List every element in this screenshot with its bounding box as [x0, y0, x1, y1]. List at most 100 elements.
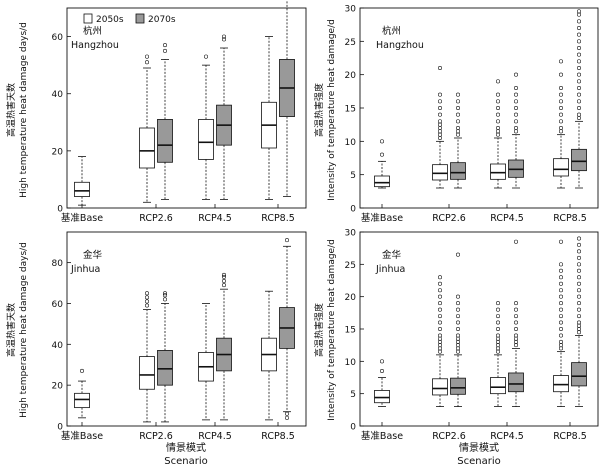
outlier-point — [455, 252, 460, 257]
y-tick-label: 20 — [52, 147, 64, 157]
place-label-cn: 金华 — [83, 249, 103, 261]
outlier-point — [163, 293, 168, 298]
box-iqr — [139, 127, 155, 169]
outlier-point — [145, 303, 150, 308]
outlier-point — [513, 92, 518, 97]
box-iqr — [374, 390, 390, 404]
outlier-point — [437, 99, 442, 104]
y-tick-label: 80 — [52, 259, 64, 269]
chart-panel-jinhua-days: 0 20 40 60 80 基准Base RCP2.6 RCP4.5 RCP8.5 高温热害天数 H… — [5, 231, 307, 442]
box-2070s — [157, 43, 173, 200]
box-2070s — [450, 92, 466, 189]
x-tick-label: 基准Base — [61, 212, 103, 224]
outlier-point — [145, 295, 150, 300]
place-label-en: Hangzhou — [71, 40, 119, 51]
box-2070s — [508, 239, 524, 408]
outlier-point — [513, 239, 518, 244]
box-2070s — [508, 72, 524, 189]
outlier-point — [558, 106, 563, 111]
outlier-point — [222, 279, 227, 284]
box-iqr — [490, 163, 506, 180]
box-base — [74, 156, 90, 206]
outlier-point — [576, 236, 581, 241]
outlier-point — [379, 139, 384, 144]
box-iqr — [374, 175, 390, 188]
outlier-point — [222, 274, 227, 279]
y-tick-label: 15 — [345, 326, 356, 336]
y-tick-label: 30 — [345, 5, 357, 15]
scenario-label-en-right: Scenario — [457, 456, 500, 467]
box-iqr — [571, 148, 587, 172]
outlier-point — [455, 106, 460, 111]
chart-panel-hangzhou-days: 0 20 40 60 基准Base RCP2.6 RCP4.5 RCP8.5 高温热害天数 Hig… — [5, 0, 307, 224]
outlier-point — [576, 25, 581, 30]
outlier-point — [163, 291, 168, 296]
outlier-point — [558, 112, 563, 117]
box-iqr — [450, 162, 466, 180]
outlier-point — [437, 66, 442, 71]
outlier-point — [576, 45, 581, 50]
outlier-point — [576, 288, 581, 293]
outlier-point — [558, 59, 563, 64]
box-iqr — [571, 362, 587, 387]
outlier-point — [558, 239, 563, 244]
place-label-en: Jinhua — [375, 264, 405, 275]
y-axis-label-cn: 高温热害天数 — [5, 303, 17, 357]
box-iqr — [508, 372, 524, 393]
place-label-cn: 杭州 — [382, 25, 401, 37]
y-axis-label-en: Intensity of temperature heat damage/d — [327, 19, 337, 201]
outlier-point — [513, 333, 518, 338]
outlier-point — [576, 9, 581, 14]
outlier-point — [437, 301, 442, 306]
legend-label-2070s: 2070s — [148, 15, 176, 25]
outlier-point — [222, 37, 227, 42]
outlier-point — [513, 326, 518, 331]
outlier-point — [513, 72, 518, 77]
outlier-point — [513, 314, 518, 319]
y-tick-label: 10 — [345, 358, 357, 368]
outlier-point — [437, 320, 442, 325]
outlier-point — [513, 99, 518, 104]
outlier-point — [576, 112, 581, 117]
box-2050s — [490, 79, 506, 189]
y-tick-label: 25 — [345, 38, 356, 48]
x-tick-label: 基准Base — [361, 430, 403, 442]
outlier-point — [513, 307, 518, 312]
y-tick-label: 5 — [350, 390, 356, 400]
x-tick-label: RCP2.6 — [139, 213, 173, 224]
box-2070s — [450, 252, 466, 408]
outlier-point — [558, 126, 563, 131]
outlier-point — [558, 275, 563, 280]
outlier-point — [576, 92, 581, 97]
outlier-point — [558, 307, 563, 312]
box-2050s — [198, 303, 214, 421]
box-iqr — [74, 181, 90, 197]
outlier-point — [455, 307, 460, 312]
outlier-point — [576, 275, 581, 280]
y-tick-label: 30 — [345, 229, 357, 239]
y-axis-label-cn: 高温热害天数 — [5, 83, 17, 137]
outlier-point — [495, 314, 500, 319]
outlier-point — [513, 126, 518, 131]
outlier-point — [558, 339, 563, 344]
box-2070s — [279, 0, 295, 197]
x-tick-label: RCP8.5 — [261, 431, 295, 442]
outlier-point — [576, 307, 581, 312]
outlier-point — [576, 39, 581, 44]
outlier-point — [558, 268, 563, 273]
outlier-point — [163, 48, 168, 53]
outlier-point — [379, 359, 384, 364]
box-2050s — [139, 291, 155, 423]
outlier-point — [145, 299, 150, 304]
outlier-point — [558, 320, 563, 325]
outlier-point — [495, 320, 500, 325]
place-label-en: Jinhua — [70, 264, 100, 275]
box-iqr — [139, 356, 155, 390]
outlier-point — [495, 79, 500, 84]
box-2070s — [216, 272, 232, 421]
plot-frame — [66, 231, 307, 427]
y-tick-label: 40 — [52, 341, 64, 351]
outlier-point — [204, 54, 209, 59]
x-tick-label: RCP2.6 — [432, 431, 466, 442]
